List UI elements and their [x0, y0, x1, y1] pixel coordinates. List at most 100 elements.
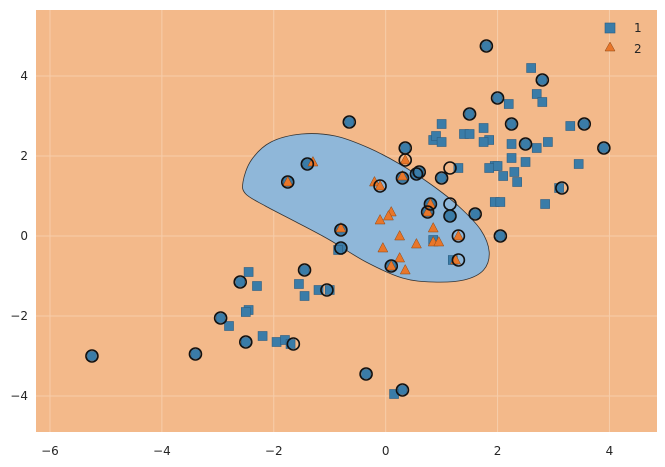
class1-square-point	[537, 97, 548, 107]
class2-triangle-point	[282, 175, 294, 187]
class2-triangle-point	[335, 221, 347, 233]
class2-triangle-point	[397, 169, 408, 181]
class1-square-point	[431, 131, 441, 141]
class1-square-point	[436, 173, 447, 183]
highlighted-sample-ring	[359, 367, 373, 381]
class1-square-point	[579, 119, 590, 129]
class1-square-point	[540, 199, 550, 209]
highlighted-sample-center	[397, 385, 407, 395]
legend-label-2: 2	[634, 42, 642, 56]
highlighted-sample-ring	[398, 153, 413, 167]
class1-square-point	[495, 197, 506, 207]
class1-square-point	[344, 117, 355, 127]
highlighted-sample-ring	[597, 141, 611, 155]
highlighted-sample-center	[423, 207, 433, 217]
class1-square-point	[243, 267, 254, 277]
highlighted-sample-ring	[468, 207, 482, 221]
highlighted-sample-ring	[373, 179, 387, 193]
class1-square-point	[506, 139, 517, 149]
highlighted-sample-ring	[280, 175, 295, 189]
highlighted-sample-center	[495, 231, 505, 241]
highlighted-sample-ring	[451, 253, 466, 267]
highlighted-sample-center	[235, 277, 245, 287]
class1-square-point	[492, 161, 503, 171]
x-tick-label: 2	[494, 444, 502, 458]
data-points	[85, 39, 611, 399]
legend-triangle-marker	[604, 41, 616, 52]
highlighted-sample-ring	[504, 117, 519, 131]
class2-triangle-point	[377, 241, 389, 253]
x-tick-label: −4	[153, 444, 171, 458]
class2-decision-region	[242, 133, 490, 283]
class1-square-point	[520, 139, 531, 149]
highlighted-sample-ring	[490, 91, 505, 105]
class1-square-point	[509, 167, 520, 177]
class1-square-point	[495, 231, 506, 241]
class2-triangle-point	[385, 259, 397, 271]
highlighted-sample-ring	[233, 275, 248, 289]
x-tick-label: −6	[41, 444, 59, 458]
class1-square-point	[271, 337, 282, 347]
legend-square-marker	[604, 22, 616, 34]
class2-triangle-point	[452, 229, 464, 241]
highlighted-sample-ring	[213, 311, 228, 325]
highlighted-sample-center	[579, 119, 589, 129]
highlighted-sample-center	[507, 119, 517, 129]
class1-square-point	[224, 321, 234, 331]
highlighted-sample-center	[361, 369, 371, 379]
class1-square-point	[464, 109, 475, 119]
highlighted-sample-ring	[412, 165, 427, 179]
class1-square-point	[445, 211, 455, 221]
highlighted-sample-center	[302, 159, 312, 169]
class1-square-point	[294, 279, 304, 289]
highlighted-sample-center	[453, 231, 463, 241]
class1-square-point	[484, 163, 494, 173]
highlighted-sample-ring	[420, 205, 435, 219]
class1-square-point	[436, 137, 447, 147]
highlighted-sample-center	[493, 93, 503, 103]
class1-square-point	[478, 123, 489, 133]
highlighted-sample-center	[344, 117, 354, 127]
highlighted-sample-center	[216, 313, 226, 323]
highlighted-sample-ring	[434, 171, 449, 185]
class2-triangle-point	[374, 179, 386, 191]
class2-triangle-point	[422, 205, 434, 217]
highlighted-sample-center	[470, 209, 480, 219]
y-tick-label: 0	[20, 229, 28, 243]
highlighted-sample-center	[375, 181, 385, 191]
decision-region	[242, 133, 490, 283]
highlighted-sample-center	[397, 173, 407, 183]
class1-square-point	[531, 143, 542, 153]
highlighted-sample-center	[336, 225, 346, 235]
tick-labels: −6 −4 −2 0 2 4 −4 −2 0 2 4	[10, 69, 613, 458]
highlighted-sample-center	[453, 255, 463, 265]
highlighted-sample-ring	[320, 283, 334, 297]
highlighted-sample-center	[537, 75, 547, 85]
highlighted-sample-ring	[395, 383, 410, 397]
class1-square-point	[478, 137, 489, 147]
class1-square-point	[215, 313, 226, 323]
class1-square-point	[190, 349, 201, 359]
class1-square-point	[464, 129, 475, 139]
class1-square-point	[252, 281, 262, 291]
highlighted-sample-center	[414, 167, 424, 177]
highlighted-sample-ring	[334, 241, 348, 255]
highlighted-sample-center	[336, 243, 346, 253]
highlighted-sample-ring	[300, 157, 315, 171]
highlighted-sample-center	[599, 143, 609, 153]
class1-square-point	[414, 167, 425, 177]
class1-square-point	[240, 307, 251, 317]
highlighted-sample-ring	[334, 223, 348, 237]
highlighted-sample-ring	[286, 337, 301, 351]
class1-square-point	[240, 337, 251, 347]
class2-triangle-point	[433, 235, 445, 247]
class2-triangle-point	[394, 229, 406, 241]
class1-square-point	[537, 75, 548, 85]
highlighted-sample-center	[437, 173, 447, 183]
class1-square-point	[436, 119, 447, 129]
highlighted-sample-ring	[518, 137, 533, 151]
highlighted-sample-ring	[443, 209, 457, 223]
class1-square-point	[503, 99, 514, 109]
highlighted-sample-ring	[577, 117, 592, 131]
class1-square-point	[506, 119, 517, 129]
